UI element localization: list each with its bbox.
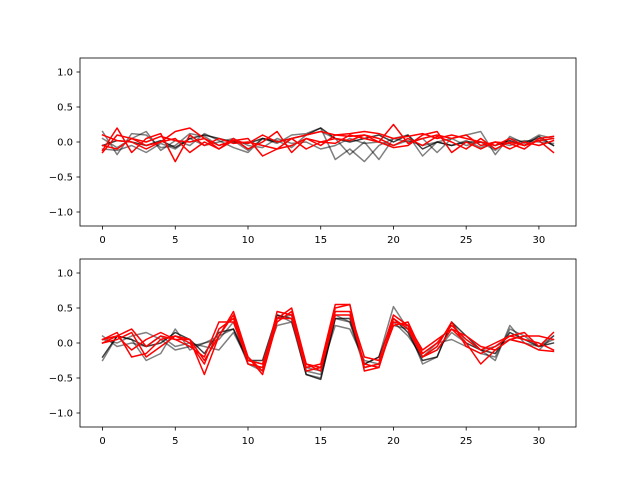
bottom-x-tick-label: 25 xyxy=(460,436,473,447)
bottom-y-tick-label: −0.5 xyxy=(49,374,73,385)
top-y-tick-label: 1.0 xyxy=(57,68,73,79)
top-series-line-3 xyxy=(101,137,555,154)
bottom-x-tick-label: 10 xyxy=(242,436,255,447)
bottom-x-tick-label: 15 xyxy=(314,436,327,447)
bottom-x-tick-label: 30 xyxy=(533,436,546,447)
bottom-x-tick-label: 5 xyxy=(172,436,178,447)
bottom-subplot: 0 5 10 15 20 25 30 −1.0 −0.5 0.0 0.5 1.0 xyxy=(49,258,577,447)
top-x-tick-label: 20 xyxy=(387,235,400,246)
top-y-ticks: −1.0 −0.5 0.0 0.5 1.0 xyxy=(49,68,80,219)
bottom-series-group xyxy=(101,303,555,381)
top-y-tick-label: 0.5 xyxy=(57,103,73,114)
top-y-tick-label: −1.0 xyxy=(49,208,73,219)
top-series-line-6 xyxy=(101,123,555,163)
top-y-tick-label: −0.5 xyxy=(49,173,73,184)
top-y-tick-label: 0.0 xyxy=(57,138,73,149)
top-x-ticks: 0 5 10 15 20 25 30 xyxy=(99,226,545,246)
bottom-series-line-8 xyxy=(101,303,555,372)
bottom-y-tick-label: −1.0 xyxy=(49,409,73,420)
top-x-tick-label: 25 xyxy=(460,235,473,246)
top-x-tick-label: 15 xyxy=(314,235,327,246)
top-x-tick-label: 5 xyxy=(172,235,178,246)
bottom-y-tick-label: 0.5 xyxy=(57,304,73,315)
top-x-tick-label: 0 xyxy=(99,235,105,246)
top-subplot: 0 5 10 15 20 25 30 −1.0 −0.5 0.0 0.5 1.0 xyxy=(49,57,577,246)
bottom-y-ticks: −1.0 −0.5 0.0 0.5 1.0 xyxy=(49,269,80,420)
bottom-y-tick-label: 0.0 xyxy=(57,339,73,350)
top-series-line-8 xyxy=(101,130,555,157)
top-x-tick-label: 10 xyxy=(242,235,255,246)
top-series-line-5 xyxy=(101,127,555,150)
bottom-y-tick-label: 1.0 xyxy=(57,269,73,280)
bottom-x-ticks: 0 5 10 15 20 25 30 xyxy=(99,427,545,447)
bottom-series-line-7 xyxy=(101,307,555,372)
top-series-group xyxy=(101,123,555,163)
top-x-tick-label: 30 xyxy=(533,235,546,246)
bottom-x-tick-label: 0 xyxy=(99,436,105,447)
bottom-x-tick-label: 20 xyxy=(387,436,400,447)
top-series-line-1 xyxy=(101,127,555,163)
